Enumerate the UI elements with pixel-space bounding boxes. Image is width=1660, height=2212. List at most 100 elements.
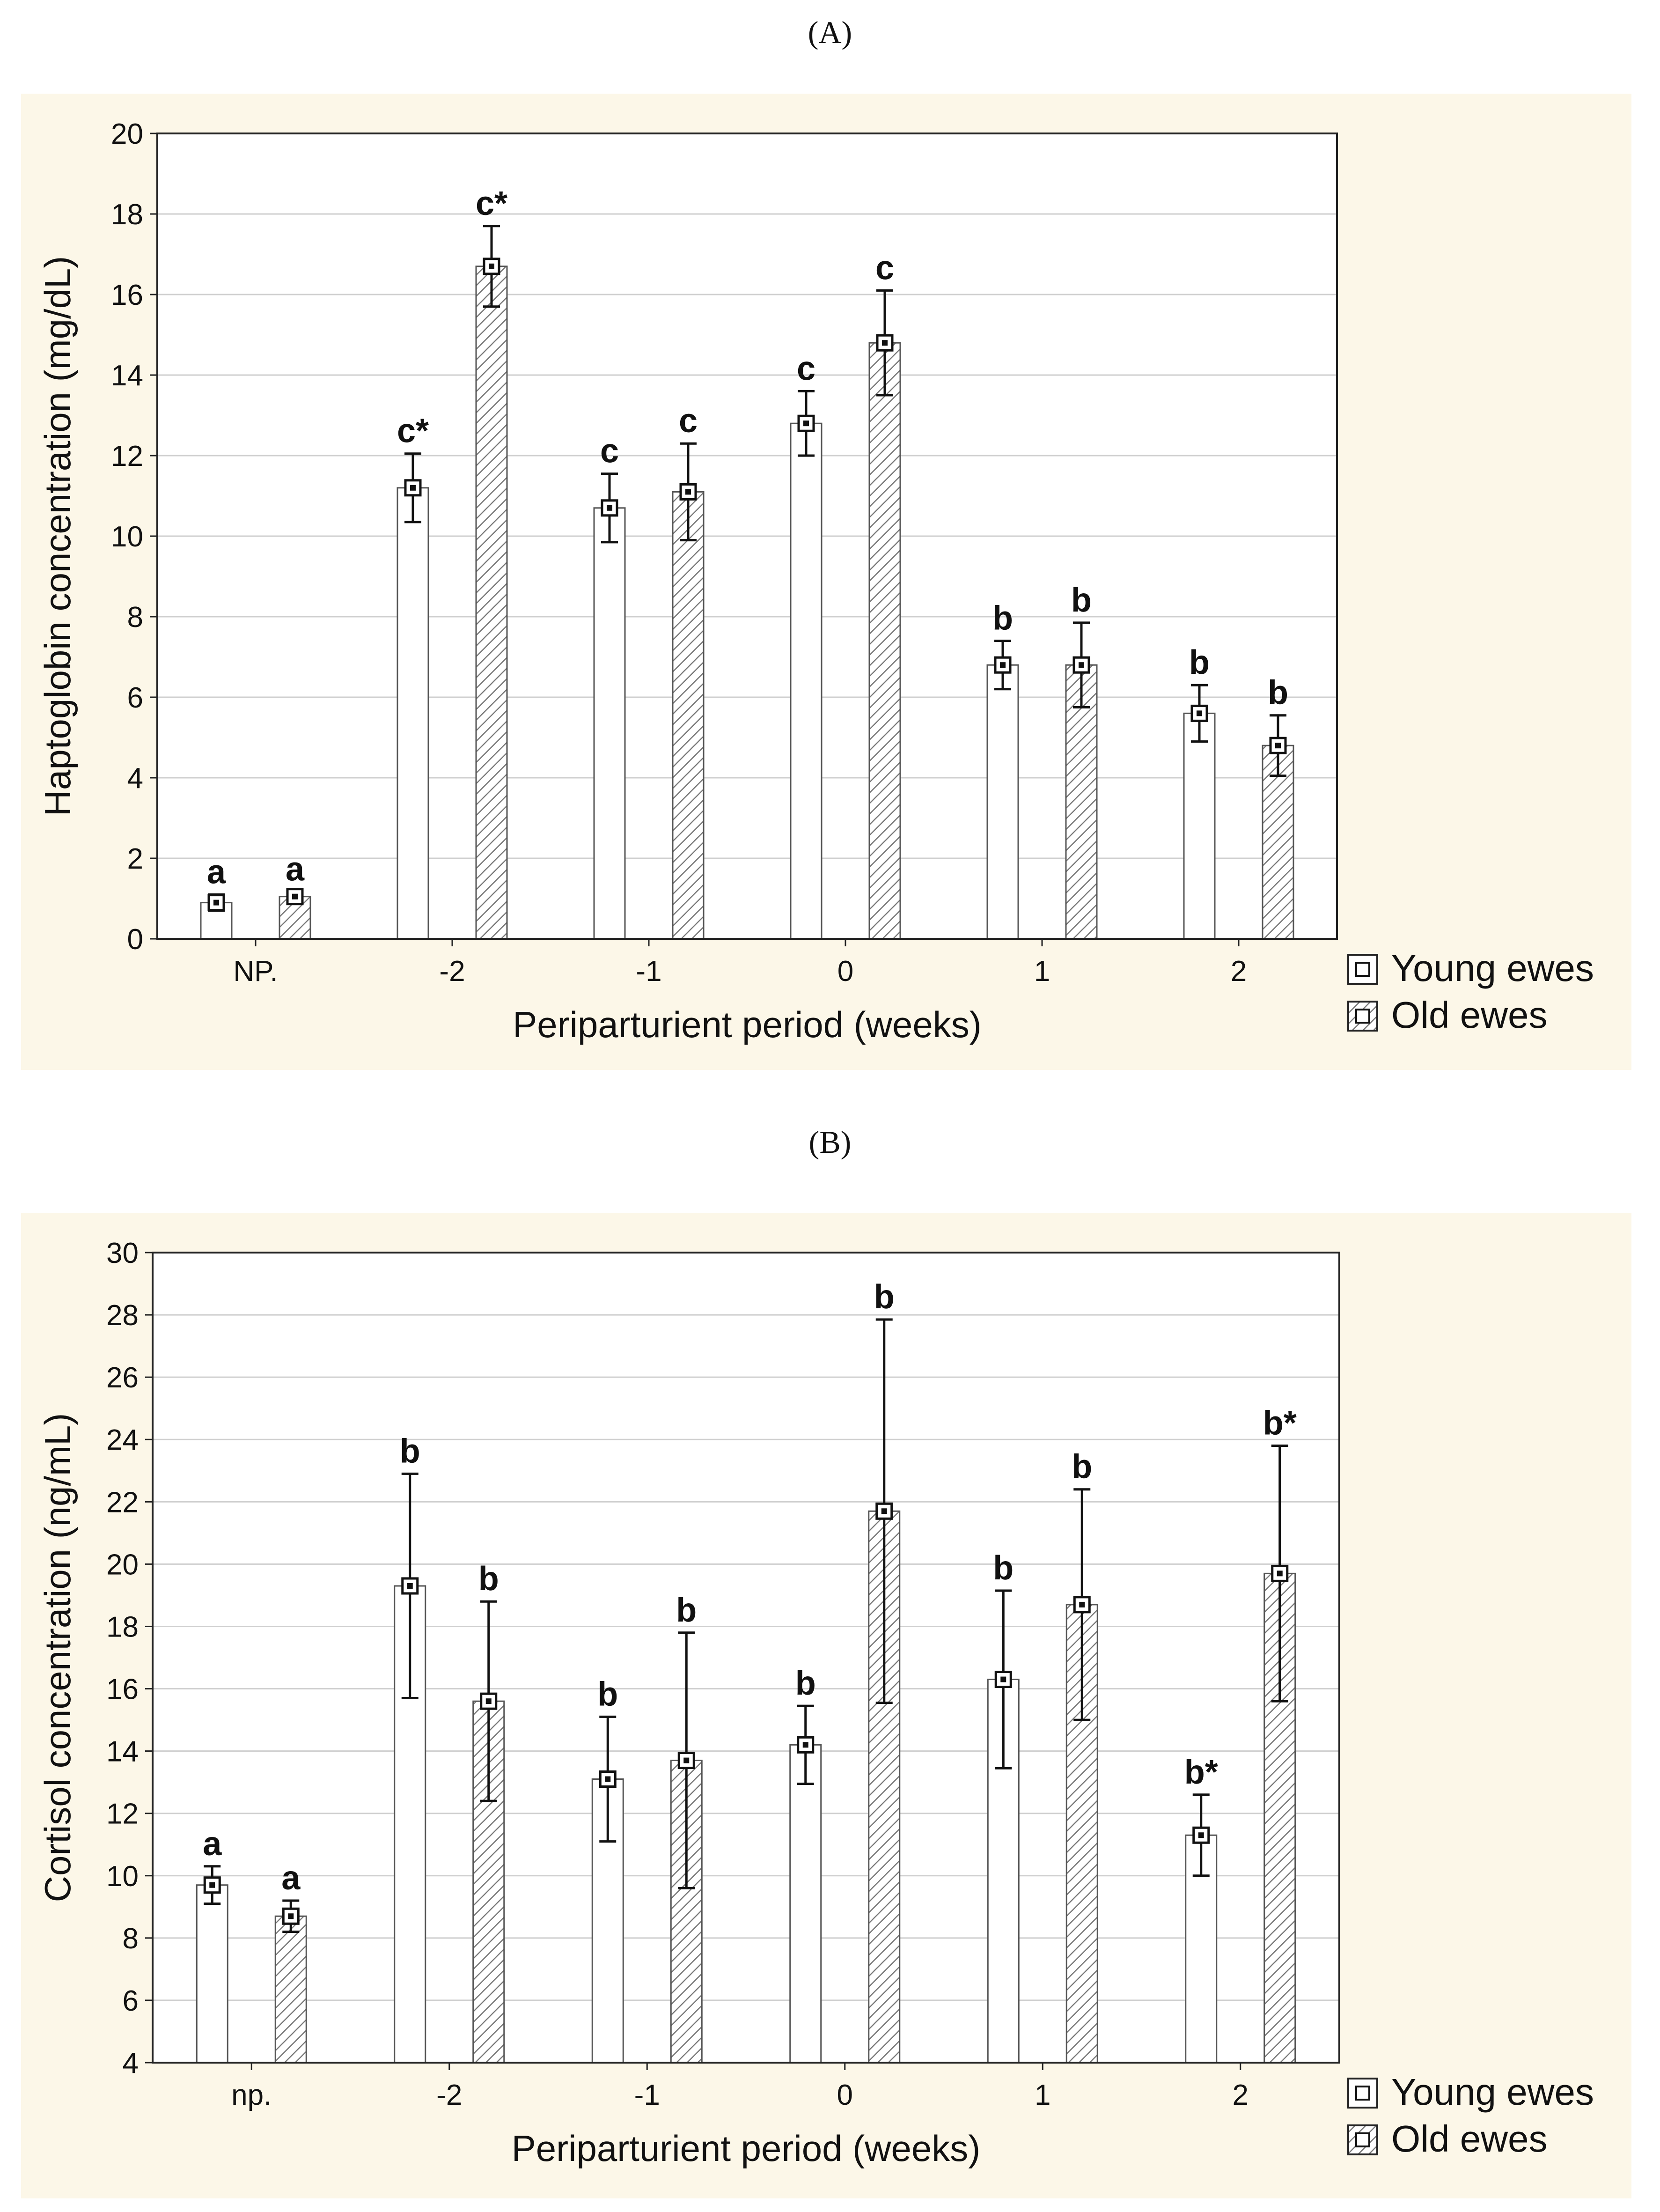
mean-marker-dot	[683, 1757, 690, 1763]
significance-label: b	[400, 1432, 420, 1470]
x-tick-label: 1	[1035, 2079, 1050, 2111]
significance-label: b	[1189, 644, 1210, 681]
legend-label: Young ewes	[1391, 947, 1594, 989]
mean-marker-dot	[1198, 1832, 1204, 1838]
y-tick-label: 30	[106, 1237, 139, 1269]
mean-marker	[282, 1907, 300, 1925]
y-axis-title: Haptoglobin concentration (mg/dL)	[37, 256, 78, 817]
legend-label: Young ewes	[1391, 2071, 1594, 2113]
mean-marker-dot	[1000, 1676, 1006, 1682]
significance-label: b	[478, 1560, 499, 1598]
significance-label: b	[993, 1549, 1014, 1587]
x-tick-label: -2	[436, 2079, 462, 2111]
y-tick-label: 28	[106, 1299, 139, 1332]
mean-marker	[207, 894, 225, 912]
x-tick-label: -2	[439, 955, 465, 988]
x-tick-label: np.	[231, 2079, 272, 2111]
mean-marker-dot	[410, 485, 416, 491]
x-axis-title: Periparturient period (weeks)	[513, 1004, 981, 1045]
mean-marker-dot	[802, 1742, 808, 1748]
mean-marker	[797, 414, 815, 432]
legend-marker	[1355, 2132, 1370, 2147]
legend-swatch	[1347, 1001, 1378, 1032]
x-tick-label: 2	[1233, 2079, 1249, 2111]
bar-young	[986, 664, 1019, 940]
bar-young	[593, 507, 626, 940]
bar-old	[868, 342, 901, 940]
significance-label: b	[1071, 582, 1092, 619]
mean-marker	[994, 1671, 1012, 1688]
plot-frame	[156, 133, 1338, 940]
x-axis-title: Periparturient period (weeks)	[512, 2128, 980, 2169]
mean-marker-dot	[803, 420, 809, 427]
x-tick-label: -1	[636, 955, 661, 988]
y-tick-label: 0	[127, 923, 143, 956]
y-axis-title: Cortisol concentration (ng/mL)	[37, 1413, 78, 1902]
mean-marker-dot	[1275, 743, 1281, 749]
y-tick-label: 16	[111, 279, 143, 311]
bar-young	[196, 1884, 228, 2064]
legend-label: Old ewes	[1391, 2118, 1547, 2160]
y-tick-label: 24	[106, 1424, 139, 1456]
x-tick-label: 1	[1034, 955, 1050, 988]
x-tick-label: 0	[837, 2079, 853, 2111]
mean-marker-dot	[288, 1913, 294, 1919]
significance-label: a	[281, 1859, 301, 1897]
x-tick-label: NP.	[233, 955, 278, 988]
legend-marker	[1355, 2086, 1370, 2101]
y-tick-label: 12	[111, 440, 143, 472]
y-tick-label: 10	[111, 521, 143, 553]
mean-marker-dot	[1197, 710, 1202, 716]
y-tick-label: 20	[111, 118, 143, 150]
bar-old	[1262, 745, 1294, 940]
mean-marker-dot	[882, 340, 888, 346]
mean-marker	[1073, 1596, 1091, 1614]
mean-marker-dot	[1000, 662, 1006, 668]
mean-marker-dot	[1079, 1601, 1085, 1607]
mean-marker	[404, 479, 422, 497]
panel-label-a: (A)	[808, 15, 852, 50]
significance-label: c*	[397, 413, 429, 450]
significance-label: a	[203, 1825, 222, 1863]
mean-marker	[1271, 1564, 1289, 1582]
mean-marker-dot	[407, 1583, 413, 1589]
y-tick-label: 8	[123, 1923, 139, 1955]
mean-marker-dot	[607, 505, 612, 511]
y-tick-label: 12	[106, 1798, 139, 1830]
y-tick-label: 18	[106, 1611, 139, 1643]
significance-label: b	[1072, 1448, 1092, 1486]
y-tick-label: 10	[106, 1860, 139, 1893]
bar-young	[397, 487, 429, 940]
bar-old	[672, 491, 705, 940]
significance-label: b	[795, 1665, 816, 1702]
x-tick-label: 0	[837, 955, 853, 988]
significance-label: b	[874, 1278, 895, 1316]
y-tick-label: 14	[111, 360, 143, 392]
mean-marker-dot	[485, 1698, 492, 1704]
bar-young	[789, 1744, 822, 2064]
mean-marker-dot	[489, 263, 494, 269]
y-tick-label: 4	[123, 2047, 139, 2079]
significance-label: c*	[476, 185, 507, 222]
significance-label: c	[679, 402, 698, 440]
bar-old	[475, 265, 508, 940]
significance-label: b	[1268, 674, 1288, 712]
legend-marker	[1355, 962, 1370, 977]
significance-label: b*	[1184, 1754, 1218, 1791]
mean-marker-dot	[1277, 1571, 1283, 1577]
y-tick-label: 2	[127, 843, 143, 875]
y-tick-label: 4	[127, 762, 143, 795]
mean-marker-dot	[881, 1508, 887, 1514]
y-tick-label: 6	[127, 682, 143, 714]
significance-label: b	[597, 1675, 618, 1713]
significance-label: c	[600, 433, 619, 470]
mean-marker-dot	[292, 893, 298, 900]
y-tick-label: 14	[106, 1736, 139, 1768]
y-tick-label: 8	[127, 601, 143, 634]
legend-marker	[1355, 1009, 1370, 1024]
significance-label: c	[875, 249, 894, 287]
mean-marker-dot	[605, 1776, 611, 1782]
y-tick-label: 20	[106, 1548, 139, 1581]
haptoglobin-chart: 0 2 4 6 8 10 12 14 16 18 20 NP. a a -2 c* c* -1 c c 0 c c 1 b b 2 b…	[21, 94, 1631, 1070]
y-tick-label: 22	[106, 1486, 139, 1519]
